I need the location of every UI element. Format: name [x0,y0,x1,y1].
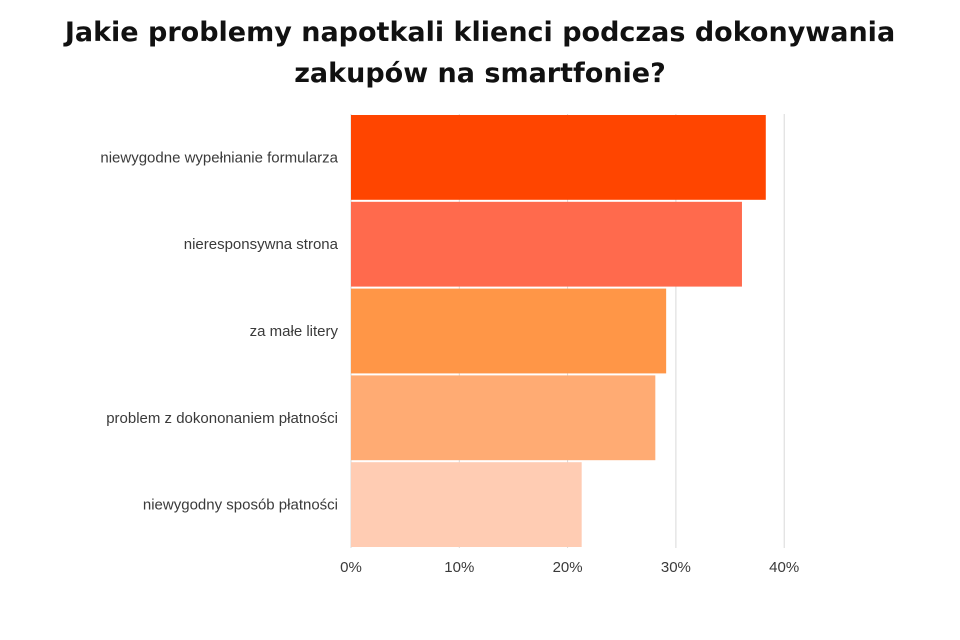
x-axis-tick-labels: 0% 10% 20% 30% 40% [340,559,799,576]
bars [351,115,766,547]
chart-title-line-1: Jakie problemy napotkali klienci podczas… [64,17,896,48]
category-label: za małe litery [250,323,339,340]
x-tick-label: 10% [444,559,474,576]
category-label: nieresponsywna strona [184,236,339,253]
category-label: niewygodny sposób płatności [143,497,338,514]
chart-title: Jakie problemy napotkali klienci podczas… [0,12,960,94]
x-tick-label: 20% [553,559,583,576]
category-label: niewygodne wypełnianie formularza [100,149,338,166]
x-tick-label: 40% [769,559,799,576]
bar [351,462,582,547]
bar [351,288,667,374]
x-tick-label: 0% [340,559,362,576]
chart-title-line-2: zakupów na smartfonie? [294,58,666,89]
category-labels: niewygodne wypełnianie formularza nieresp… [100,149,338,513]
category-label: problem z dokononaniem płatności [106,410,338,427]
bar [351,201,742,287]
x-tick-label: 30% [661,559,691,576]
bar [351,375,656,461]
bar [351,115,766,200]
